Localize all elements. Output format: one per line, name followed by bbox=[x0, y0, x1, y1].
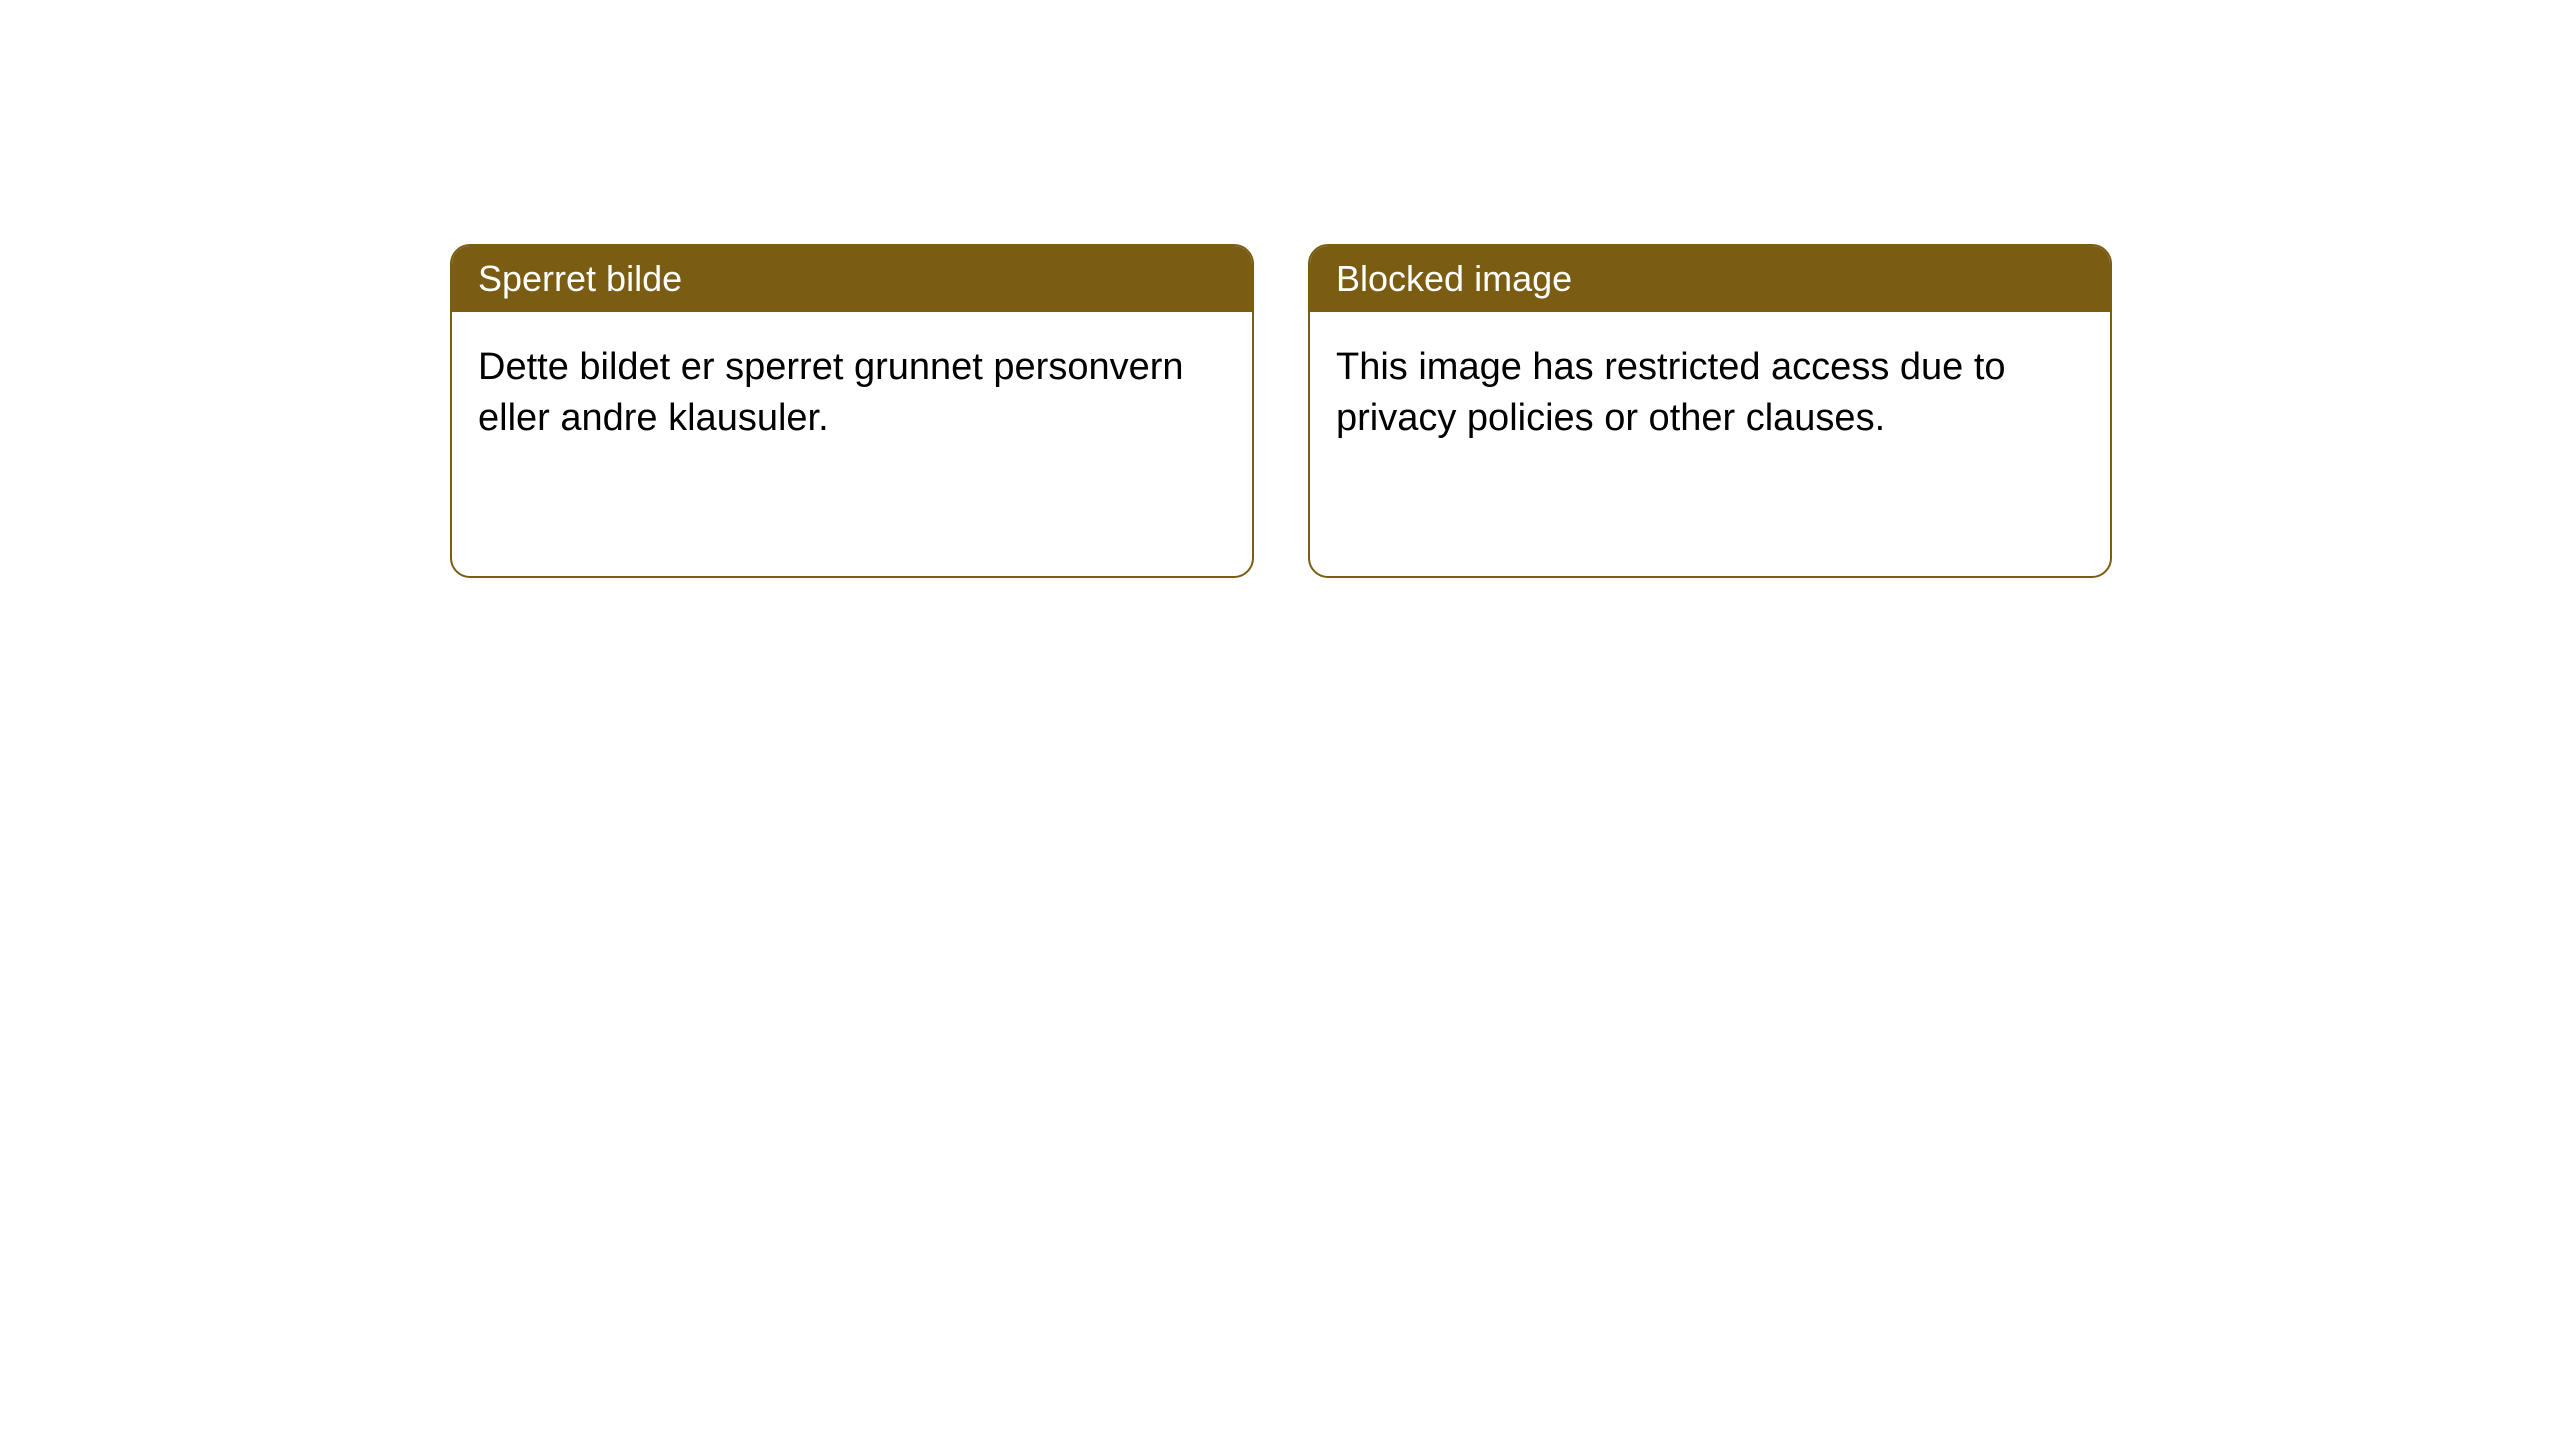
blocked-image-card-english: Blocked image This image has restricted … bbox=[1308, 244, 2112, 578]
blocked-image-card-norwegian: Sperret bilde Dette bildet er sperret gr… bbox=[450, 244, 1254, 578]
card-body-english: This image has restricted access due to … bbox=[1310, 312, 2110, 475]
card-header-norwegian: Sperret bilde bbox=[452, 246, 1252, 312]
blocked-image-cards-container: Sperret bilde Dette bildet er sperret gr… bbox=[450, 244, 2112, 578]
card-header-english: Blocked image bbox=[1310, 246, 2110, 312]
card-body-norwegian: Dette bildet er sperret grunnet personve… bbox=[452, 312, 1252, 475]
